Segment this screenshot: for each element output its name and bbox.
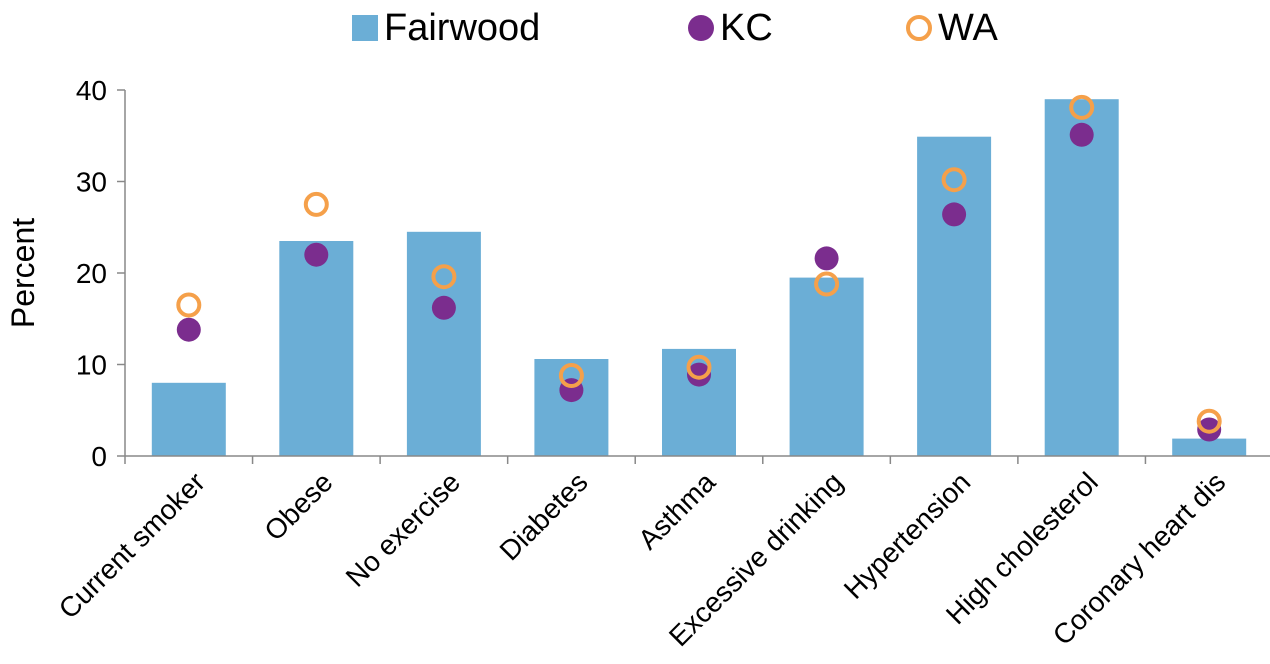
x-tick-label: Hypertension: [838, 466, 977, 605]
legend-item-kc: KC: [688, 2, 773, 54]
y-tick-labels: 0 10 20 30 40: [76, 75, 107, 472]
x-tick-label: Diabetes: [494, 466, 594, 566]
bar-series: [151, 99, 1247, 456]
marker-kc: [687, 362, 711, 387]
legend-item-fairwood: Fairwood: [352, 2, 540, 54]
legend-swatch-kc: [688, 15, 714, 41]
legend-swatch-fairwood: [352, 15, 378, 41]
marker-wa: [1196, 408, 1222, 434]
bar-fairwood: [1044, 99, 1119, 456]
bar-fairwood: [917, 136, 992, 456]
bar-fairwood: [406, 231, 481, 456]
bar-fairwood: [1172, 438, 1247, 456]
marker-kc: [1069, 122, 1094, 147]
y-tick-label: 20: [76, 258, 107, 289]
marker-wa: [686, 354, 712, 380]
marker-kc: [942, 202, 967, 227]
legend-label-fairwood: Fairwood: [384, 6, 541, 49]
x-tick-label: Asthma: [632, 466, 721, 555]
marker-wa: [176, 292, 202, 318]
x-tick-label: Current smoker: [53, 466, 211, 624]
y-tick-label: 40: [76, 75, 107, 106]
chart-legend: Fairwood KC WA: [0, 2, 1270, 54]
y-tick-label: 10: [76, 350, 107, 381]
marker-series: [176, 94, 1222, 442]
marker-kc: [431, 295, 456, 320]
bar-fairwood: [789, 277, 864, 456]
marker-wa: [941, 167, 967, 193]
x-tick-labels: Current smoker Obese No exercise Diabetes As…: [53, 466, 1232, 652]
bar-fairwood: [534, 359, 609, 456]
legend-label-wa: WA: [938, 6, 998, 49]
marker-wa: [814, 271, 840, 297]
bar-fairwood: [279, 241, 354, 456]
marker-kc: [1197, 417, 1222, 442]
marker-kc: [304, 242, 329, 267]
marker-wa: [431, 264, 457, 290]
marker-wa: [1069, 94, 1095, 120]
marker-wa: [303, 191, 329, 217]
y-axis-title: Percent: [5, 218, 41, 328]
bar-fairwood: [151, 382, 226, 456]
legend-item-wa: WA: [906, 2, 998, 54]
y-tick-label: 0: [91, 441, 107, 472]
legend-label-kc: KC: [720, 6, 773, 49]
legend-swatch-wa: [906, 15, 932, 41]
x-tick-label: Obese: [258, 466, 338, 546]
marker-kc: [176, 317, 201, 342]
y-tick-label: 30: [76, 167, 107, 198]
x-tick-label: No exercise: [340, 466, 466, 592]
axes: [117, 89, 1270, 464]
marker-kc: [814, 246, 839, 271]
marker-wa: [558, 363, 584, 388]
